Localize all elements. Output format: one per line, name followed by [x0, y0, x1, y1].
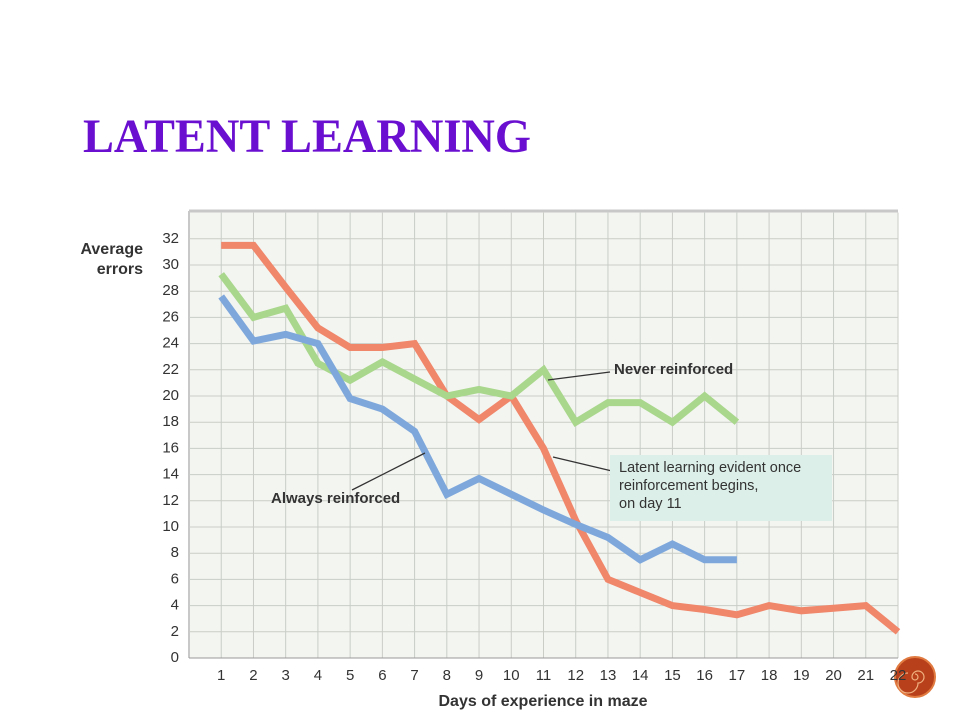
x-tick-label: 11 — [536, 667, 552, 684]
lines — [218, 241, 901, 635]
annotation-line: on day 11 — [619, 496, 682, 512]
x-tick-label: 10 — [503, 667, 520, 684]
y-tick-label: 8 — [171, 544, 179, 561]
y-tick-label: 12 — [162, 492, 179, 509]
x-tick-label: 19 — [793, 667, 810, 684]
series-line — [221, 241, 901, 635]
x-tick-label: 16 — [696, 667, 713, 684]
logo-circle — [894, 656, 936, 698]
x-tick-label: 3 — [282, 667, 290, 684]
callout-line — [351, 452, 426, 491]
x-tick-label: 7 — [410, 667, 418, 684]
y-tick-label: 32 — [162, 230, 179, 247]
logo — [894, 656, 936, 698]
x-axis-label: Days of experience in maze — [439, 693, 648, 710]
y-tick-label: 26 — [162, 308, 179, 325]
y-tick-label: 22 — [162, 361, 179, 378]
y-tick-label: 2 — [171, 623, 179, 640]
y-tick-label: 30 — [162, 256, 179, 273]
series-line — [218, 272, 740, 427]
y-tick-label: 4 — [171, 597, 179, 614]
x-tick-label: 18 — [761, 667, 778, 684]
callout-box — [610, 455, 832, 521]
x-tick-label: 13 — [600, 667, 617, 684]
series-label: Always reinforced — [271, 490, 400, 507]
slide-title: LATENT LEARNING — [83, 110, 531, 163]
annotations: Latent learning evident once reinforcemen… — [271, 361, 832, 521]
y-tick-label: 28 — [162, 282, 179, 299]
annotation-line: Latent learning evident once — [619, 460, 801, 476]
x-tick-label: 12 — [567, 667, 584, 684]
x-tick-label: 14 — [632, 667, 649, 684]
x-tick-label: 17 — [729, 667, 746, 684]
x-tick-label: 8 — [443, 667, 451, 684]
y-tick-label: 16 — [162, 439, 179, 456]
y-tick-label: 18 — [162, 413, 179, 430]
annotation-line: reinforcement begins, — [619, 478, 758, 494]
callout-line — [552, 456, 613, 472]
x-tick-label: 4 — [314, 667, 322, 684]
y-tick-label: 14 — [162, 466, 179, 483]
x-tick-label: 5 — [346, 667, 354, 684]
series-label: Never reinforced — [614, 361, 733, 378]
x-tick-label: 22 — [890, 667, 907, 684]
x-tick-label: 9 — [475, 667, 483, 684]
series-line — [218, 294, 737, 564]
logo-spiral — [897, 670, 925, 694]
y-tick-label: 0 — [171, 649, 179, 666]
x-tick-label: 15 — [664, 667, 681, 684]
x-tick-label: 20 — [825, 667, 842, 684]
y-axis-label: Average — [80, 241, 143, 258]
x-tick-label: 21 — [857, 667, 874, 684]
x-tick-label: 2 — [249, 667, 257, 684]
x-tick-label: 1 — [217, 667, 225, 684]
y-tick-label: 20 — [162, 387, 179, 404]
y-tick-label: 6 — [171, 570, 179, 587]
x-tick-label: 6 — [378, 667, 386, 684]
callout-line — [547, 371, 611, 381]
y-tick-label: 10 — [162, 518, 179, 535]
y-axis-label: errors — [97, 261, 143, 278]
y-tick-label: 24 — [162, 335, 179, 352]
